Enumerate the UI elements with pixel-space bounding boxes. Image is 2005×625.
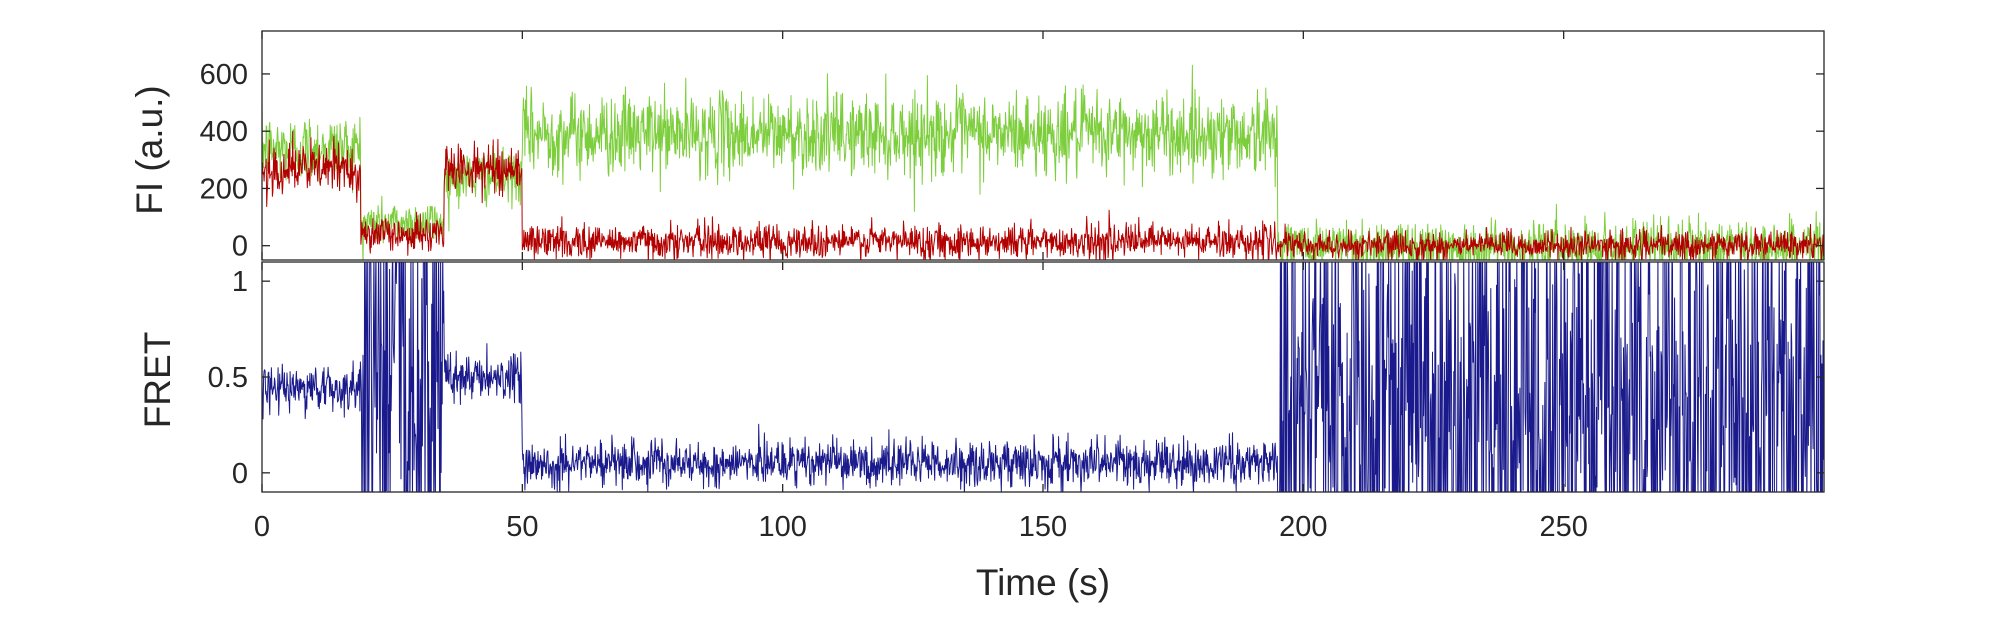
acceptor-intensity-line [262,130,1824,260]
time-xtick-labels: 0 50 100 150 200 250 [254,511,1588,543]
xtick-label: 50 [506,511,538,543]
fret-efficiency-line [262,262,1824,492]
fret-panel: 00.51 0 50 100 150 200 250 FRET Time (s) [137,261,1825,603]
fret-ticks [261,262,1824,492]
time-xlabel: Time (s) [976,562,1110,603]
fret-ytick-labels: 00.51 [208,266,248,490]
ytick-label: 0 [232,231,248,263]
ytick-label: 0.5 [208,362,248,394]
xtick-label: 250 [1539,511,1587,543]
fluorescence-ytick-labels: 0 200 400 600 [200,59,248,263]
fret-ylabel: FRET [137,332,178,429]
xtick-label: 0 [254,511,270,543]
ytick-label: 1 [232,266,248,298]
fluorescence-panel: 0 200 400 600 FI (a.u.) [129,30,1825,263]
fluorescence-ticks [261,31,1824,260]
ytick-label: 200 [200,173,248,205]
fluorescence-ylabel: FI (a.u.) [129,85,170,215]
xtick-label: 100 [758,511,806,543]
xtick-label: 200 [1279,511,1327,543]
ytick-label: 0 [232,458,248,490]
ytick-label: 600 [200,59,248,91]
xtick-label: 150 [1019,511,1067,543]
ytick-label: 400 [200,116,248,148]
